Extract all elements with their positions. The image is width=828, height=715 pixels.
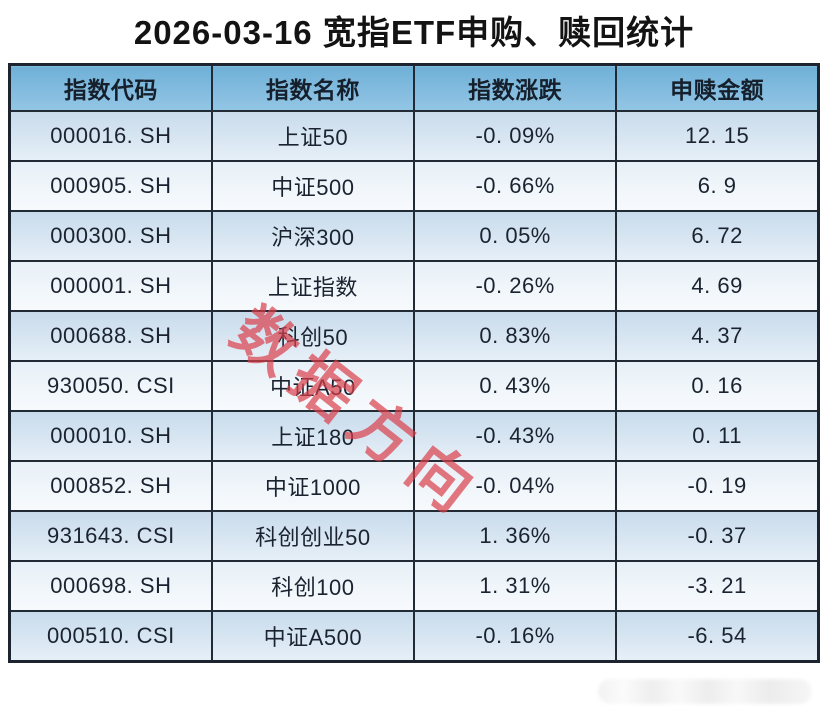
table-row: 000852. SH 中证1000 -0. 04% -0. 19: [8, 460, 820, 512]
cell-index-name: 中证A500: [210, 610, 416, 663]
cell-index-change: -0. 43%: [412, 410, 618, 462]
cell-index-change: 0. 43%: [412, 360, 618, 412]
cell-index-code: 000688. SH: [8, 310, 213, 362]
header-cell-index-code: 指数代码: [8, 63, 213, 112]
cell-index-code: 931643. CSI: [8, 510, 213, 562]
table-row: 930050. CSI 中证A50 0. 43% 0. 16: [8, 360, 820, 412]
header-cell-amount: 申赎金额: [615, 63, 820, 112]
table-row: 000698. SH 科创100 1. 31% -3. 21: [8, 560, 820, 612]
header-cell-index-name: 指数名称: [210, 63, 416, 112]
cell-index-change: 1. 31%: [412, 560, 618, 612]
cell-index-change: -0. 66%: [412, 160, 618, 212]
cell-amount: 6. 72: [615, 210, 820, 262]
cell-index-code: 000905. SH: [8, 160, 213, 212]
cell-index-change: 0. 05%: [412, 210, 618, 262]
table-body: 000016. SH 上证50 -0. 09% 12. 15 000905. SH 中证5…: [8, 110, 820, 663]
table-row: 000510. CSI 中证A500 -0. 16% -6. 54: [8, 610, 820, 663]
table-row: 000300. SH 沪深300 0. 05% 6. 72: [8, 210, 820, 262]
cell-amount: -6. 54: [615, 610, 820, 663]
cell-index-name: 上证180: [210, 410, 416, 462]
cell-amount: 0. 11: [615, 410, 820, 462]
table-header: 指数代码 指数名称 指数涨跌 申赎金额: [8, 63, 820, 112]
cell-amount: -0. 37: [615, 510, 820, 562]
cell-index-name: 科创50: [210, 310, 416, 362]
table-header-row: 指数代码 指数名称 指数涨跌 申赎金额: [8, 63, 820, 112]
etf-stats-table: 指数代码 指数名称 指数涨跌 申赎金额 000016. SH 上证50 -0. 09…: [8, 63, 820, 663]
cell-index-change: -0. 09%: [412, 110, 618, 162]
cell-index-code: 000001. SH: [8, 260, 213, 312]
cell-index-name: 科创创业50: [210, 510, 416, 562]
cell-index-change: -0. 04%: [412, 460, 618, 512]
table-row: 000688. SH 科创50 0. 83% 4. 37: [8, 310, 820, 362]
table-row: 000016. SH 上证50 -0. 09% 12. 15: [8, 110, 820, 162]
cell-index-name: 上证指数: [210, 260, 416, 312]
cell-index-code: 930050. CSI: [8, 360, 213, 412]
cell-index-name: 科创100: [210, 560, 416, 612]
cell-index-change: -0. 16%: [412, 610, 618, 663]
cell-index-change: 1. 36%: [412, 510, 618, 562]
cell-index-code: 000852. SH: [8, 460, 213, 512]
cell-index-code: 000510. CSI: [8, 610, 213, 663]
cell-amount: -3. 21: [615, 560, 820, 612]
cell-amount: 6. 9: [615, 160, 820, 212]
cell-amount: 12. 15: [615, 110, 820, 162]
blurred-watermark: [598, 679, 812, 704]
cell-index-change: 0. 83%: [412, 310, 618, 362]
cell-amount: 0. 16: [615, 360, 820, 412]
cell-index-code: 000016. SH: [8, 110, 213, 162]
cell-amount: -0. 19: [615, 460, 820, 512]
cell-index-name: 中证1000: [210, 460, 416, 512]
cell-amount: 4. 37: [615, 310, 820, 362]
header-cell-index-change: 指数涨跌: [412, 63, 618, 112]
page-title: 2026-03-16 宽指ETF申购、赎回统计: [133, 14, 695, 51]
table-row: 000001. SH 上证指数 -0. 26% 4. 69: [8, 260, 820, 312]
cell-index-name: 中证A50: [210, 360, 416, 412]
table-row: 000010. SH 上证180 -0. 43% 0. 11: [8, 410, 820, 462]
cell-index-change: -0. 26%: [412, 260, 618, 312]
cell-index-name: 沪深300: [210, 210, 416, 262]
cell-amount: 4. 69: [615, 260, 820, 312]
cell-index-code: 000300. SH: [8, 210, 213, 262]
table-row: 931643. CSI 科创创业50 1. 36% -0. 37: [8, 510, 820, 562]
cell-index-code: 000698. SH: [8, 560, 213, 612]
cell-index-name: 中证500: [210, 160, 416, 212]
table-row: 000905. SH 中证500 -0. 66% 6. 9: [8, 160, 820, 212]
cell-index-name: 上证50: [210, 110, 416, 162]
cell-index-code: 000010. SH: [8, 410, 213, 462]
